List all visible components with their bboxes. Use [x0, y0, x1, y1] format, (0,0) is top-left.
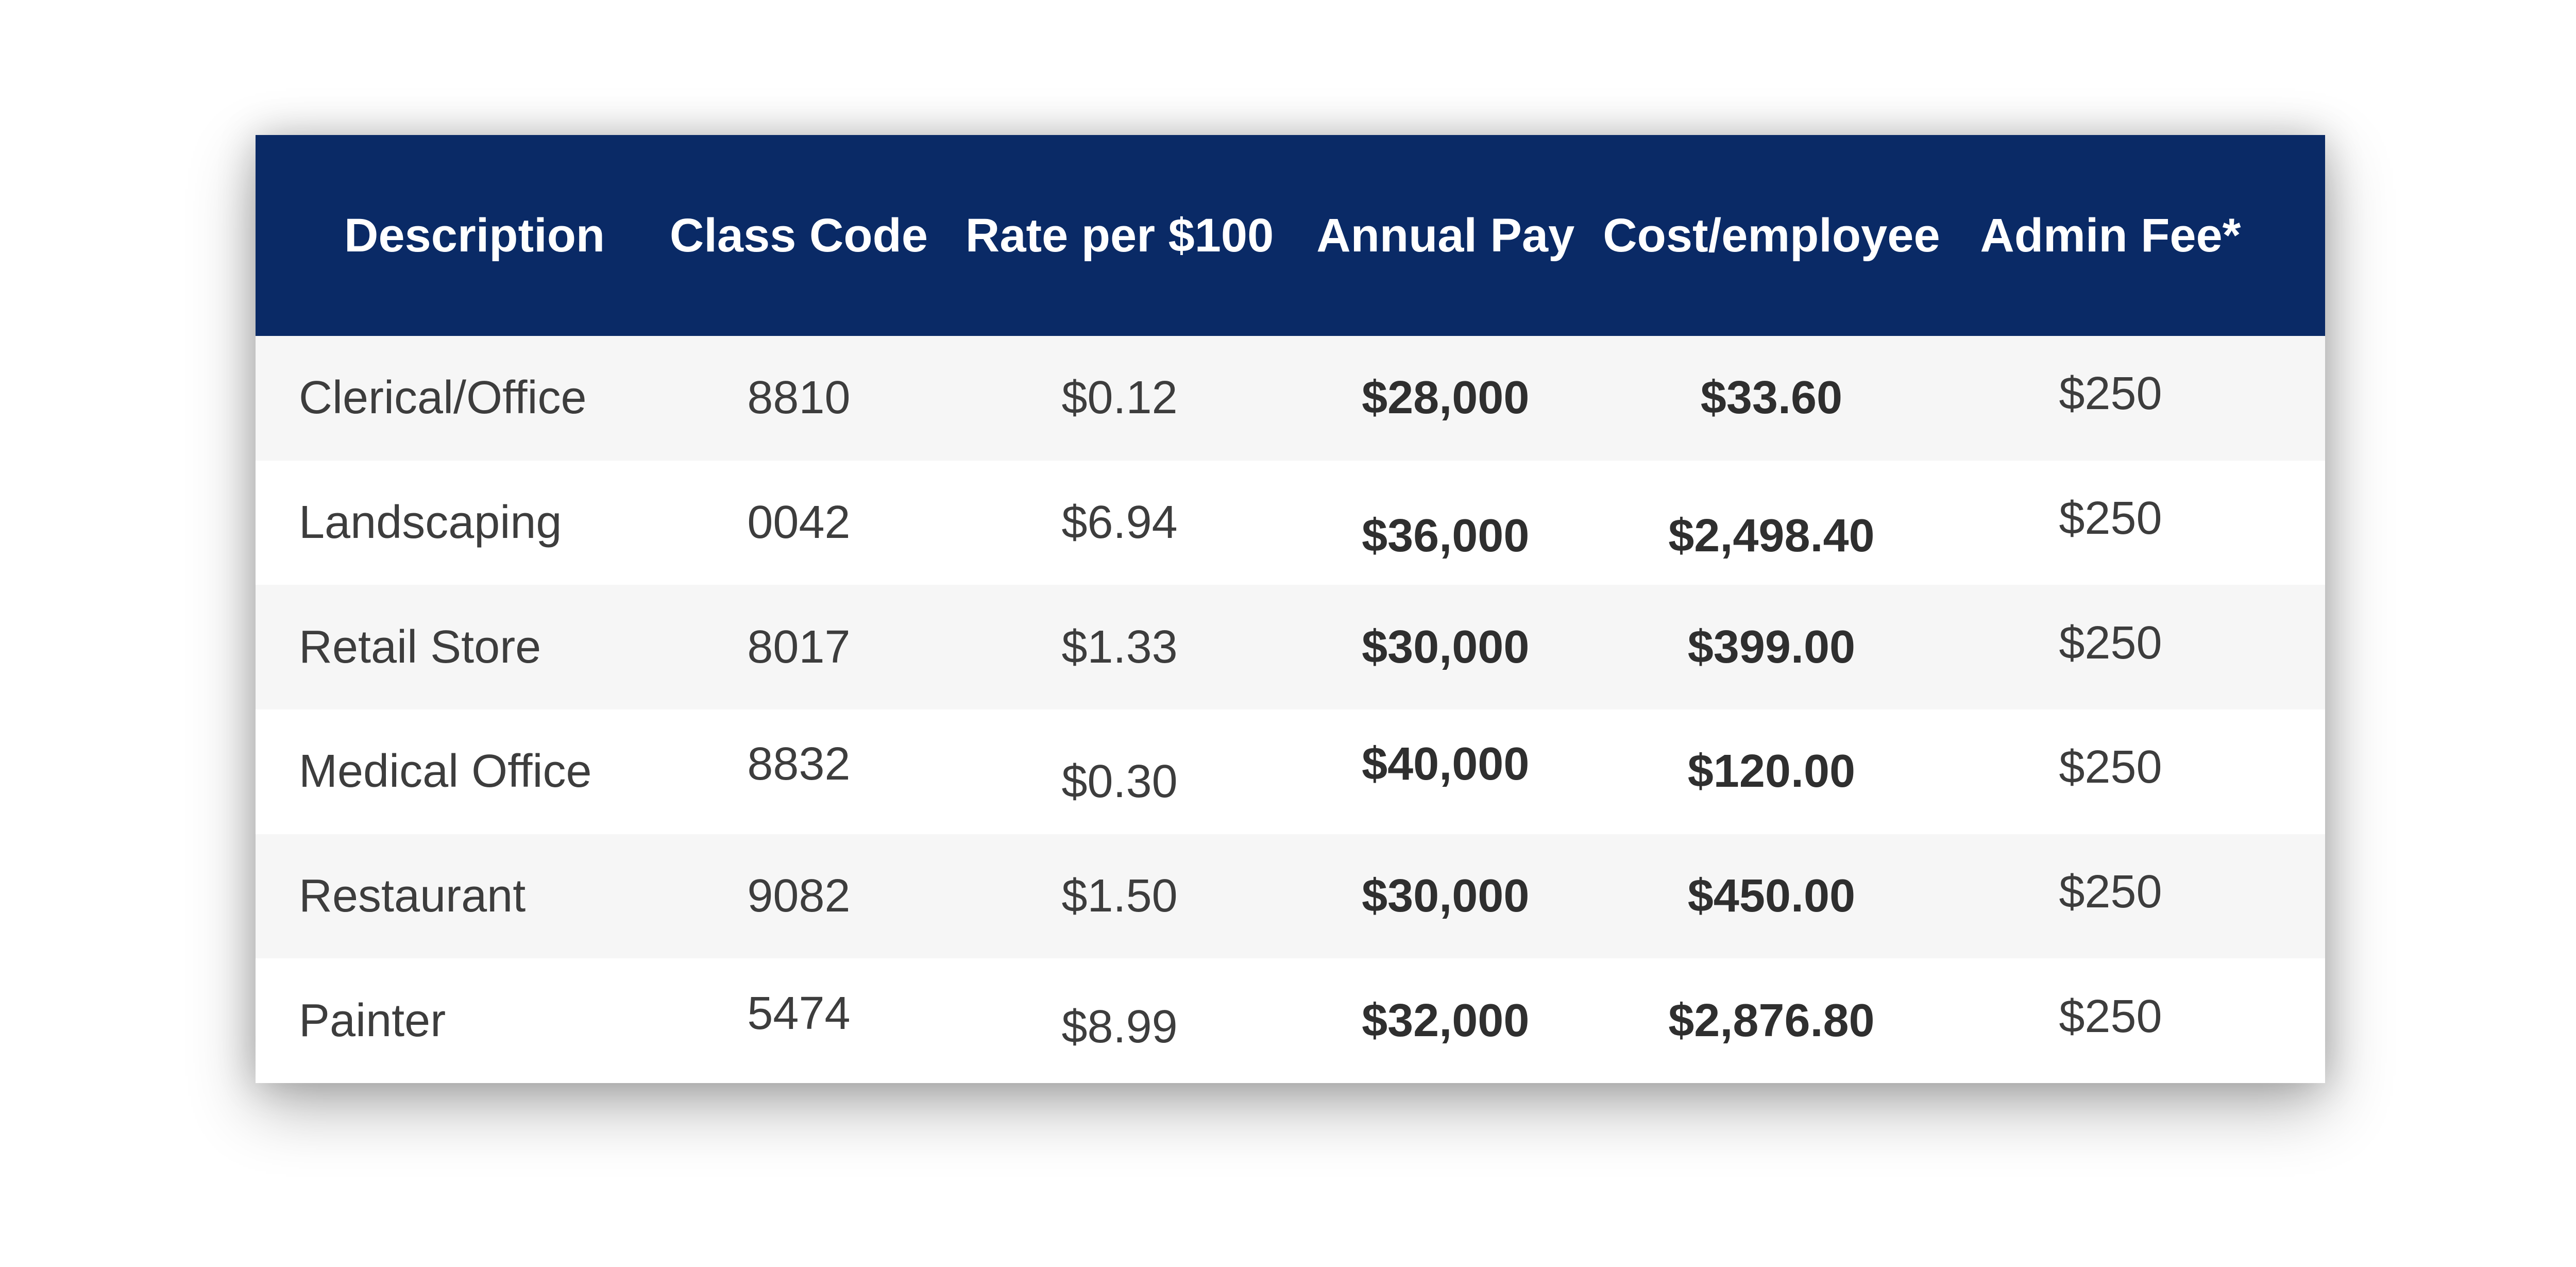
- column-header-cost-employee: Cost/employee: [1603, 209, 1940, 262]
- column-header-description: Description: [344, 209, 605, 262]
- cell-admin-fee: $250: [2059, 990, 2162, 1042]
- cell-cost-employee: $2,876.80: [1668, 994, 1875, 1046]
- table-row: Retail Store 8017 $1.33 $30,000 $399.00 …: [256, 585, 2325, 710]
- cell-class-code: 9082: [747, 870, 851, 922]
- cell-description: Medical Office: [299, 746, 592, 798]
- cell-rate: $8.99: [1061, 1001, 1178, 1053]
- cell-annual-pay: $32,000: [1362, 994, 1530, 1046]
- cell-annual-pay: $36,000: [1362, 510, 1530, 562]
- cell-cost-employee: $120.00: [1687, 746, 1856, 798]
- cell-cost-employee: $2,498.40: [1668, 510, 1875, 562]
- cell-rate: $1.50: [1061, 870, 1178, 922]
- table-row: Medical Office 8832 $0.30 $40,000 $120.0…: [256, 709, 2325, 834]
- table-header-row: Description Class Code Rate per $100 Ann…: [256, 135, 2325, 336]
- cell-rate: $0.30: [1061, 756, 1178, 808]
- cell-class-code: 8832: [747, 738, 851, 790]
- cell-cost-employee: $33.60: [1700, 372, 1843, 424]
- cell-description: Painter: [299, 994, 446, 1046]
- cell-class-code: 0042: [747, 497, 851, 548]
- cell-description: Landscaping: [299, 497, 562, 548]
- cell-class-code: 5474: [747, 987, 851, 1039]
- cell-cost-employee: $450.00: [1687, 870, 1856, 922]
- column-header-admin-fee: Admin Fee*: [1980, 209, 2241, 262]
- column-header-class-code: Class Code: [669, 209, 928, 262]
- table-row: Painter 5474 $8.99 $32,000 $2,876.80 $25…: [256, 958, 2325, 1084]
- cell-cost-employee: $399.00: [1687, 621, 1856, 673]
- cell-class-code: 8810: [747, 372, 851, 424]
- cell-rate: $0.12: [1061, 372, 1178, 424]
- cell-admin-fee: $250: [2059, 741, 2162, 793]
- table-row: Clerical/Office 8810 $0.12 $28,000 $33.6…: [256, 336, 2325, 461]
- column-header-annual-pay: Annual Pay: [1316, 209, 1575, 262]
- cell-description: Restaurant: [299, 870, 526, 922]
- cell-description: Clerical/Office: [299, 372, 587, 424]
- table-row: Landscaping 0042 $6.94 $36,000 $2,498.40…: [256, 460, 2325, 585]
- cell-class-code: 8017: [747, 621, 851, 673]
- cell-rate: $1.33: [1061, 621, 1178, 673]
- cell-annual-pay: $40,000: [1362, 738, 1530, 790]
- cell-admin-fee: $250: [2059, 493, 2162, 544]
- cell-annual-pay: $28,000: [1362, 372, 1530, 424]
- cell-admin-fee: $250: [2059, 866, 2162, 918]
- cell-description: Retail Store: [299, 621, 541, 673]
- column-header-rate-per-100: Rate per $100: [965, 209, 1274, 262]
- cell-annual-pay: $30,000: [1362, 870, 1530, 922]
- table-row: Restaurant 9082 $1.50 $30,000 $450.00 $2…: [256, 834, 2325, 959]
- cell-admin-fee: $250: [2059, 617, 2162, 669]
- pricing-table-card: Description Class Code Rate per $100 Ann…: [256, 135, 2325, 1084]
- cell-annual-pay: $30,000: [1362, 621, 1530, 673]
- cell-admin-fee: $250: [2059, 368, 2162, 420]
- cell-rate: $6.94: [1061, 497, 1178, 548]
- table-body: Clerical/Office 8810 $0.12 $28,000 $33.6…: [256, 336, 2325, 1084]
